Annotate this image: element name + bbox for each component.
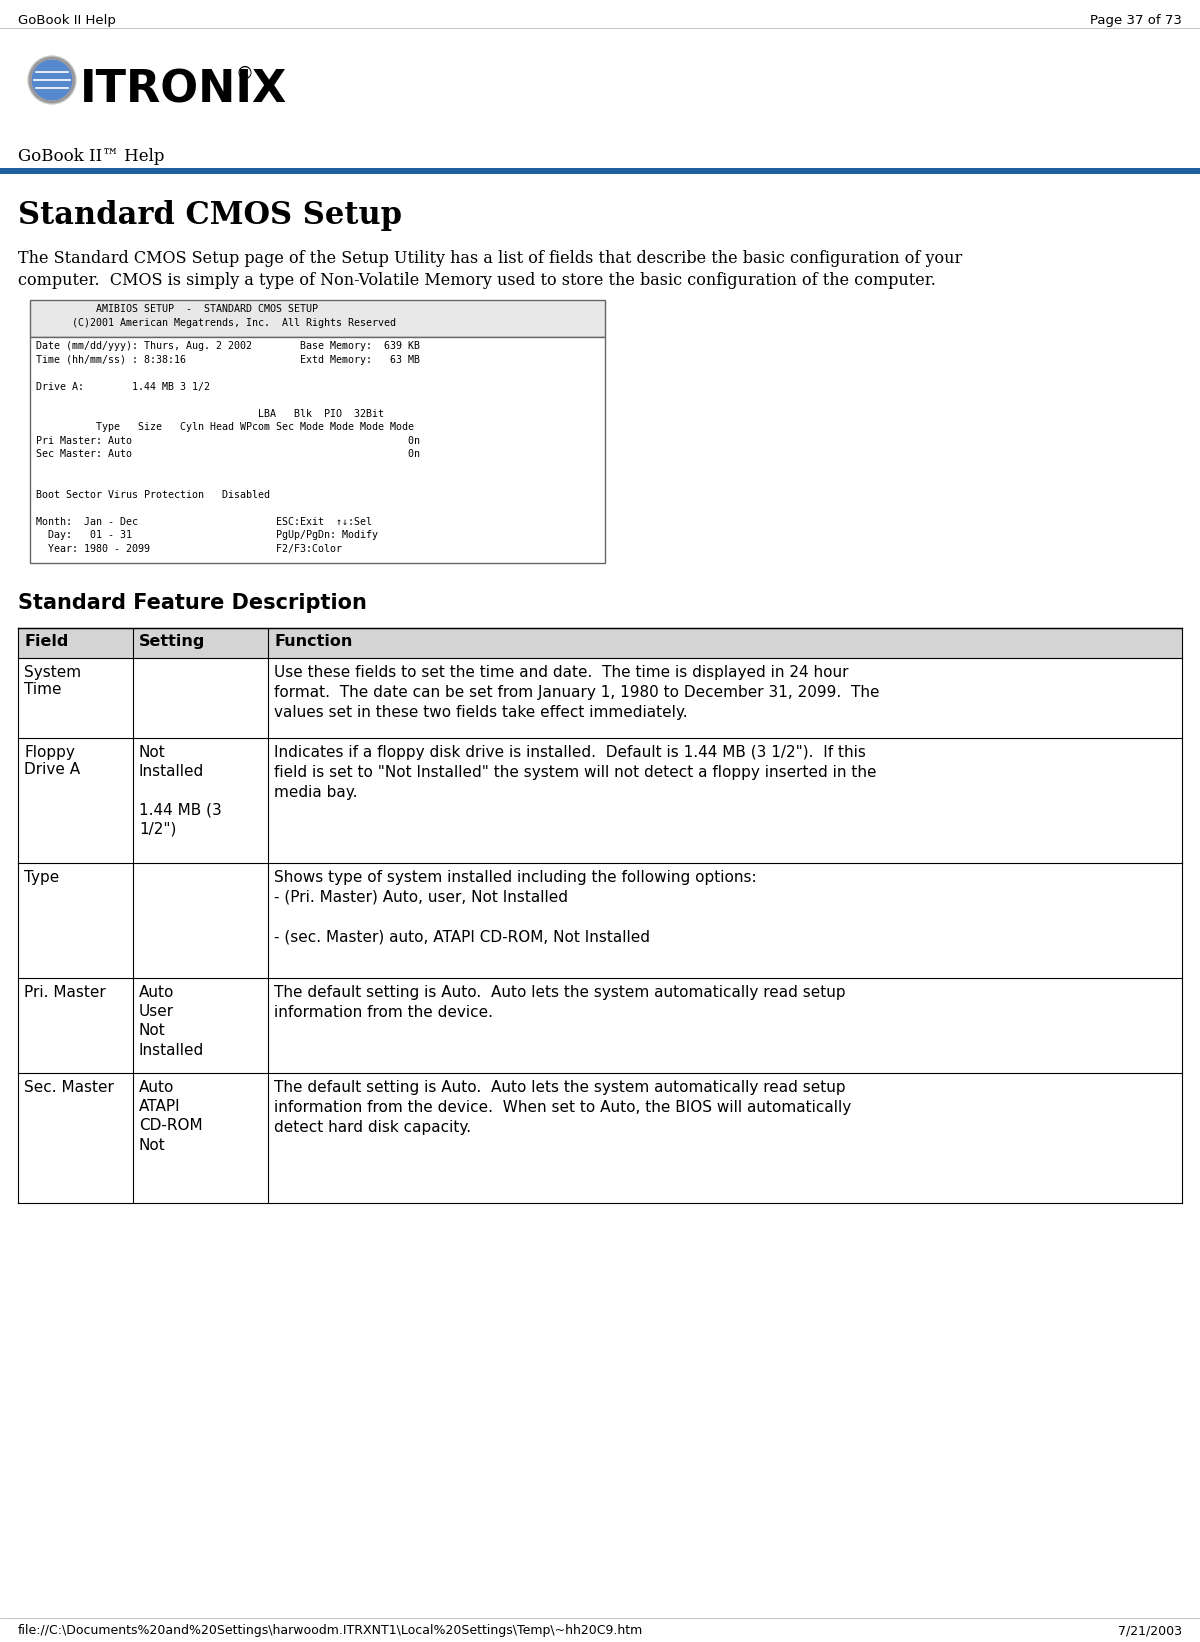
Bar	[18, 1072, 1182, 1204]
Text: GoBook II Help: GoBook II Help	[18, 15, 116, 26]
Text: Pri Master: Auto                                              0n: Pri Master: Auto 0n	[36, 435, 420, 445]
Circle shape	[28, 56, 76, 103]
Text: Indicates if a floppy disk drive is installed.  Default is 1.44 MB (3 1/2").  If: Indicates if a floppy disk drive is inst…	[274, 745, 876, 800]
Text: Shows type of system installed including the following options:
- (Pri. Master) : Shows type of system installed including…	[274, 870, 757, 944]
Text: Not
Installed

1.44 MB (3
1/2"): Not Installed 1.44 MB (3 1/2")	[139, 745, 222, 837]
Text: Drive A:        1.44 MB 3 1/2: Drive A: 1.44 MB 3 1/2	[36, 381, 210, 391]
Text: Boot Sector Virus Protection   Disabled: Boot Sector Virus Protection Disabled	[36, 489, 270, 499]
Text: Sec. Master: Sec. Master	[24, 1080, 114, 1095]
Text: Year: 1980 - 2099                     F2/F3:Color: Year: 1980 - 2099 F2/F3:Color	[36, 544, 342, 553]
Bar	[30, 337, 605, 563]
Bar	[18, 737, 1182, 864]
Text: LBA   Blk  PIO  32Bit: LBA Blk PIO 32Bit	[36, 409, 384, 419]
Text: Setting: Setting	[139, 634, 205, 649]
Bar	[18, 658, 1182, 737]
Text: Use these fields to set the time and date.  The time is displayed in 24 hour
for: Use these fields to set the time and dat…	[274, 665, 880, 719]
Text: The Standard CMOS Setup page of the Setup Utility has a list of fields that desc: The Standard CMOS Setup page of the Setu…	[18, 250, 962, 268]
Text: The default setting is Auto.  Auto lets the system automatically read setup
info: The default setting is Auto. Auto lets t…	[274, 1080, 851, 1135]
Text: 7/21/2003: 7/21/2003	[1118, 1624, 1182, 1637]
Bar	[18, 864, 1182, 979]
Text: Type   Size   Cyln Head WPcom Sec Mode Mode Mode Mode: Type Size Cyln Head WPcom Sec Mode Mode …	[36, 422, 414, 432]
Text: Auto
User
Not
Installed: Auto User Not Installed	[139, 985, 204, 1057]
Text: GoBook II™ Help: GoBook II™ Help	[18, 148, 164, 164]
Text: ®: ®	[235, 66, 253, 84]
Text: Date (mm/dd/yyy): Thurs, Aug. 2 2002        Base Memory:  639 KB: Date (mm/dd/yyy): Thurs, Aug. 2 2002 Bas…	[36, 342, 420, 351]
Text: (C)2001 American Megatrends, Inc.  All Rights Reserved: (C)2001 American Megatrends, Inc. All Ri…	[36, 317, 396, 327]
Text: Time (hh/mm/ss) : 8:38:16                   Extd Memory:   63 MB: Time (hh/mm/ss) : 8:38:16 Extd Memory: 6…	[36, 355, 420, 365]
Text: computer.  CMOS is simply a type of Non-Volatile Memory used to store the basic : computer. CMOS is simply a type of Non-V…	[18, 273, 936, 289]
Text: The default setting is Auto.  Auto lets the system automatically read setup
info: The default setting is Auto. Auto lets t…	[274, 985, 846, 1020]
Bar	[18, 627, 1182, 658]
Text: ITRONIX: ITRONIX	[80, 67, 287, 112]
Text: Floppy
Drive A: Floppy Drive A	[24, 745, 80, 777]
Bar	[0, 167, 1200, 174]
Text: Day:   01 - 31                        PgUp/PgDn: Modify: Day: 01 - 31 PgUp/PgDn: Modify	[36, 530, 378, 540]
Text: Sec Master: Auto                                              0n: Sec Master: Auto 0n	[36, 448, 420, 460]
Text: Type: Type	[24, 870, 59, 885]
Text: Field: Field	[24, 634, 68, 649]
Bar	[30, 300, 605, 337]
Text: Page 37 of 73: Page 37 of 73	[1090, 15, 1182, 26]
Circle shape	[32, 61, 72, 100]
Text: AMIBIOS SETUP  -  STANDARD CMOS SETUP: AMIBIOS SETUP - STANDARD CMOS SETUP	[36, 304, 318, 314]
Text: Standard Feature Description: Standard Feature Description	[18, 593, 367, 612]
Text: Standard CMOS Setup: Standard CMOS Setup	[18, 200, 402, 232]
Text: file://C:\Documents%20and%20Settings\harwoodm.ITRXNT1\Local%20Settings\Temp\~hh2: file://C:\Documents%20and%20Settings\har…	[18, 1624, 643, 1637]
Bar	[18, 979, 1182, 1072]
Text: Pri. Master: Pri. Master	[24, 985, 106, 1000]
Text: Function: Function	[274, 634, 353, 649]
Text: System
Time: System Time	[24, 665, 82, 698]
Text: Month:  Jan - Dec                       ESC:Exit  ↑↓:Sel: Month: Jan - Dec ESC:Exit ↑↓:Sel	[36, 517, 372, 527]
Text: Auto
ATAPI
CD-ROM
Not: Auto ATAPI CD-ROM Not	[139, 1080, 203, 1153]
